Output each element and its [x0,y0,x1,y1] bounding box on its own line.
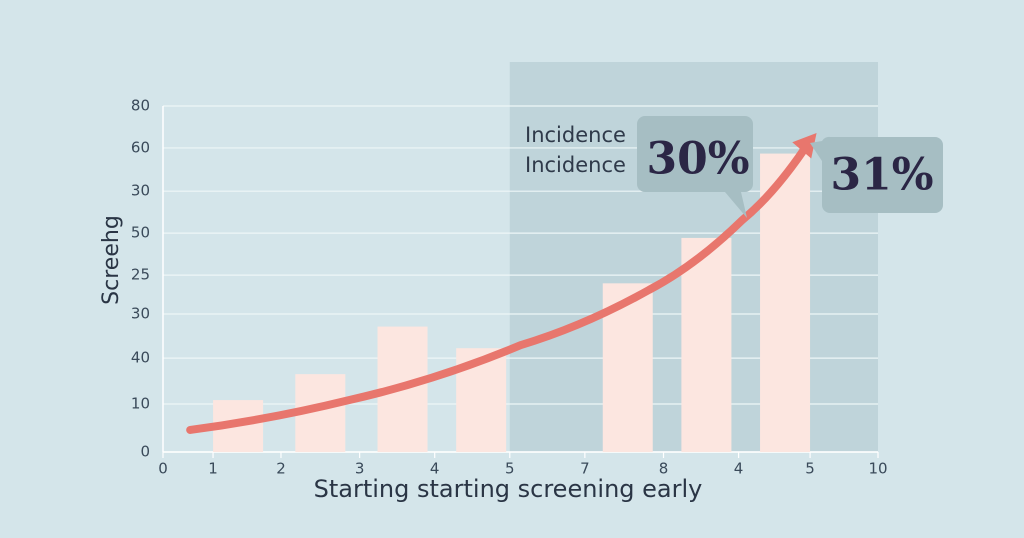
annotations: Incidence Incidence 30% 31% [525,116,943,218]
y-tick-label: 25 [131,266,150,284]
x-tick-label: 7 [580,460,590,478]
y-tick-label: 30 [131,182,150,200]
arrow-head [792,132,817,159]
annotation: Incidence [525,153,626,177]
x-tick-label: 5 [805,460,815,478]
bar [681,237,732,452]
x-tick-label: 8 [659,460,669,478]
x-axis-label: Starting starting screening early [314,475,703,503]
bar [760,153,811,452]
y-tick-label: 60 [131,138,150,156]
x-tick-label: 1 [208,460,218,478]
x-tick-label: 3 [355,460,365,478]
y-tick-label: 10 [131,394,150,412]
x-tick-label: 2 [276,460,286,478]
annotation: Incidence [525,123,626,147]
y-tick-label: 40 [131,349,150,367]
x-tick-label: 4 [734,460,744,478]
callout-bubble [637,116,753,218]
x-tick-label: 0 [158,460,168,478]
y-tick-label: 80 [131,97,150,115]
callout-bubble [810,136,943,213]
trend-line [186,136,815,434]
x-tick-label: 4 [430,460,440,478]
y-tick-label: 30 [131,305,150,323]
callout-text: 31% [830,150,933,201]
y-tick-label: 0 [140,443,150,461]
y-tick-label: 50 [131,224,150,242]
plot-area [162,62,879,458]
x-tick-label: 5 [505,460,515,478]
y-axis-label: Screehg [99,215,124,305]
x-tick-label: 10 [868,460,887,478]
callout-text: 30% [646,134,749,185]
